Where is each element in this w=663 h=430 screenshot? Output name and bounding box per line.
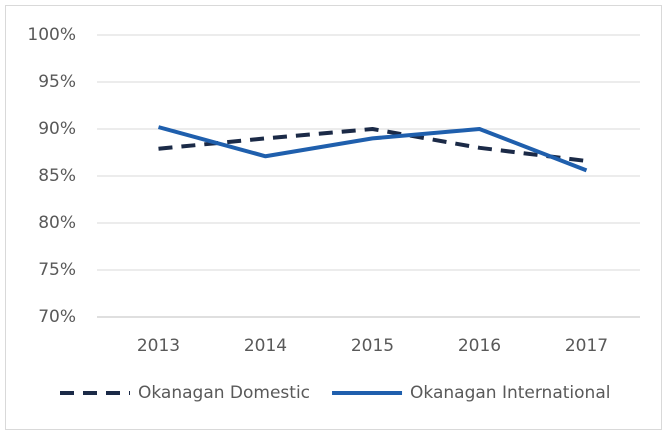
series-line — [157, 125, 588, 173]
x-tick-label: 2015 — [351, 336, 394, 356]
series-line — [158, 127, 587, 163]
y-tick-label: 100% — [27, 25, 76, 45]
y-tick-label: 90% — [38, 119, 76, 139]
legend-label: Okanagan International — [410, 383, 610, 403]
y-tick-label: 95% — [38, 72, 76, 92]
x-tick-label: 2014 — [244, 336, 287, 356]
y-tick-label: 75% — [38, 260, 76, 280]
x-tick-label: 2016 — [458, 336, 501, 356]
x-tick-label: 2013 — [137, 336, 180, 356]
y-tick-label: 70% — [38, 307, 76, 327]
y-tick-label: 80% — [38, 213, 76, 233]
legend-label: Okanagan Domestic — [138, 383, 310, 403]
y-tick-label: 85% — [38, 166, 76, 186]
x-tick-label: 2017 — [565, 336, 608, 356]
chart-border — [5, 5, 662, 430]
